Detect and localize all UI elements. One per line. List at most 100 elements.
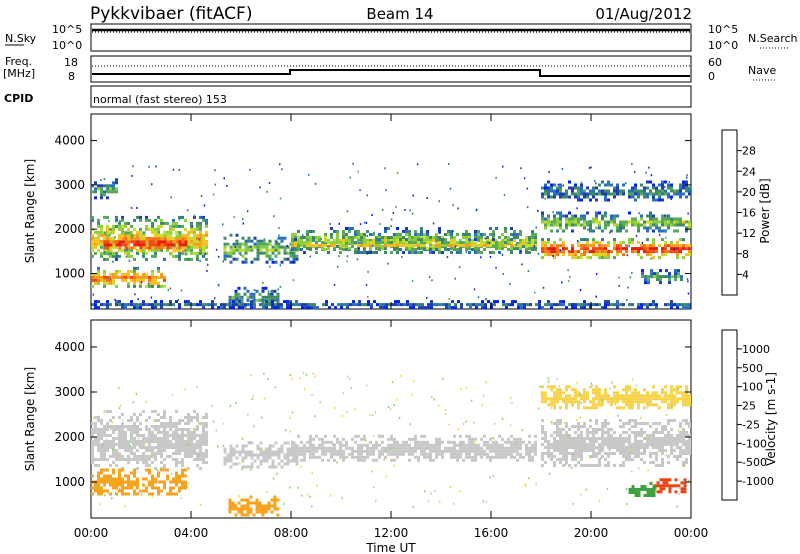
power-cell [103, 246, 107, 250]
velocity-cell [205, 440, 208, 443]
power-cell [139, 243, 143, 247]
power-cell [580, 303, 583, 307]
power-cell [361, 303, 364, 307]
velocity-cell [202, 431, 205, 434]
power-speckle [579, 289, 582, 291]
velocity-speckle [650, 437, 652, 440]
velocity-cell [661, 391, 664, 395]
velocity-cell [246, 504, 250, 508]
power-speckle [569, 275, 571, 278]
power-cell [112, 236, 115, 240]
velocity-cell [622, 397, 625, 401]
power-cell [91, 190, 94, 194]
power-cell [574, 256, 577, 260]
velocity-cell [139, 428, 142, 431]
power-cell [480, 239, 483, 242]
velocity-cell [474, 449, 477, 453]
power-cell [103, 231, 107, 235]
power-speckle [204, 252, 206, 255]
velocity-cell [664, 391, 667, 395]
colorbar-tick-label: 4 [742, 268, 749, 281]
power-speckle [359, 223, 362, 226]
velocity-cell [139, 413, 142, 416]
velocity-cell [172, 480, 175, 484]
power-cell [139, 230, 142, 234]
velocity-cell [622, 440, 625, 443]
velocity-speckle [565, 463, 567, 466]
date-label: 01/Aug/2012 [595, 5, 692, 23]
velocity-cell [435, 437, 438, 441]
power-cell [333, 244, 336, 248]
power-cell [459, 244, 462, 248]
power-cell [178, 303, 181, 307]
velocity-cell [652, 397, 655, 401]
velocity-cell [169, 455, 172, 458]
power-speckle [349, 176, 351, 179]
power-cell [133, 275, 136, 279]
power-cell [166, 243, 170, 247]
velocity-cell [240, 504, 244, 508]
velocity-cell [571, 397, 574, 401]
velocity-cell [175, 428, 178, 431]
power-cell [673, 192, 676, 196]
power-cell [160, 300, 163, 304]
power-cell [673, 223, 676, 227]
power-cell [127, 248, 130, 252]
velocity-speckle [143, 443, 145, 446]
velocity-cell [565, 400, 568, 404]
velocity-cell [550, 397, 553, 401]
power-cell [340, 306, 343, 310]
velocity-cell [121, 483, 124, 487]
velocity-cell [148, 440, 151, 443]
power-speckle [363, 221, 366, 224]
power-cell [652, 186, 655, 190]
power-cell [631, 217, 634, 221]
velocity-cell [241, 465, 245, 469]
power-speckle [242, 222, 245, 225]
velocity-cell [187, 449, 190, 452]
power-cell [106, 184, 109, 188]
velocity-cell [91, 440, 94, 443]
power-cell [655, 250, 658, 254]
velocity-cell [619, 434, 622, 437]
velocity-cell [151, 492, 154, 496]
power-cell [465, 248, 468, 251]
velocity-cell [357, 458, 360, 462]
velocity-cell [628, 455, 631, 458]
power-cell [247, 239, 251, 243]
velocity-cell [303, 458, 306, 462]
power-speckle [562, 184, 564, 187]
power-cell [601, 214, 604, 218]
velocity-cell [228, 507, 232, 511]
power-cell [598, 183, 601, 187]
power-speckle [214, 169, 216, 172]
velocity-cell [300, 452, 303, 456]
velocity-cell [121, 413, 124, 416]
velocity-cell [91, 461, 94, 464]
velocity-speckle [387, 406, 390, 409]
power-cell [586, 241, 589, 245]
power-cell [100, 187, 103, 191]
power-cell [145, 239, 148, 243]
velocity-cell [309, 437, 312, 441]
power-cell [637, 250, 640, 254]
velocity-cell [643, 452, 646, 455]
power-speckle [217, 255, 220, 258]
velocity-speckle [644, 450, 646, 453]
power-cell [643, 186, 646, 190]
power-cell [444, 238, 447, 242]
power-speckle [495, 266, 497, 269]
velocity-cell [682, 461, 685, 464]
velocity-cell [184, 452, 187, 455]
power-cell [286, 306, 289, 310]
power-cell [405, 247, 408, 251]
power-cell [291, 242, 294, 245]
power-speckle [520, 167, 522, 170]
velocity-cell [574, 446, 577, 449]
velocity-cell [577, 455, 580, 458]
power-cell [190, 221, 193, 225]
power-cell [127, 240, 131, 244]
power-cell [535, 303, 538, 307]
power-cell [139, 278, 142, 282]
velocity-cell [447, 449, 450, 453]
